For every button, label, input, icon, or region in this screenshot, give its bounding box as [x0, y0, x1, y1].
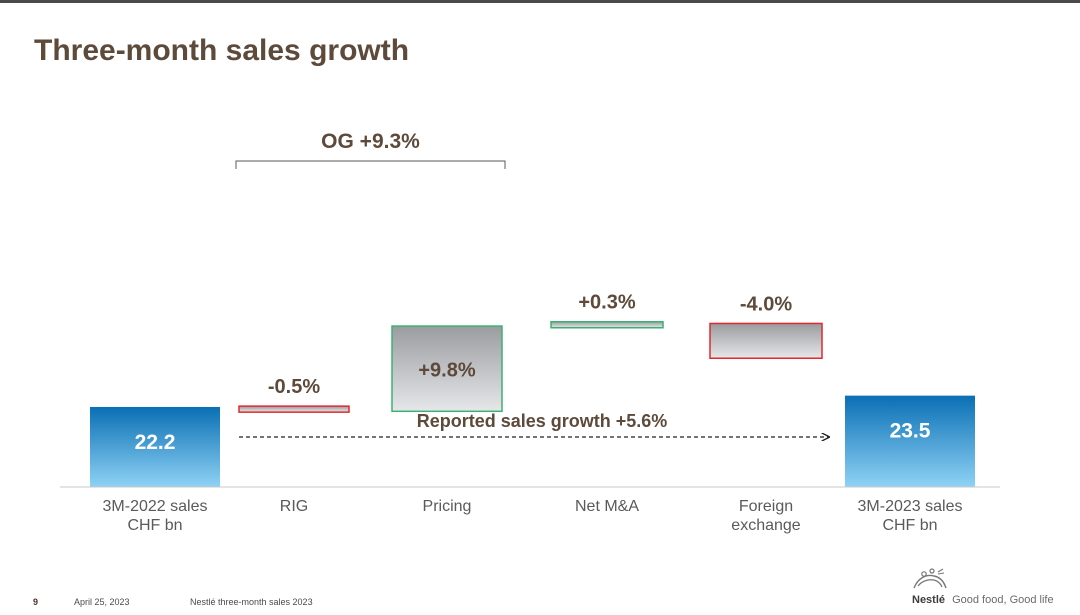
brand-tagline: Good food, Good life — [952, 594, 1054, 606]
bar-value-label-1: 22.2 — [135, 431, 176, 454]
brand-signature: Nestlé Good food, Good life — [912, 594, 1054, 606]
bar-1 — [90, 406, 220, 487]
page-number: 9 — [33, 597, 39, 607]
bar-value-label-6: 23.5 — [890, 420, 931, 443]
bar-4 — [550, 320, 664, 329]
category-label-1-line-2: CHF bn — [127, 517, 182, 534]
og-growth-label: OG +9.3% — [321, 130, 420, 153]
waterfall-chart: 22.2 3M-2022 sales CHF bn -0.5% RIG +9.8% Pric… — [60, 130, 1000, 534]
category-label-1-line-1: 3M-2022 sales — [103, 498, 208, 515]
bar-value-label-4: +0.3% — [578, 292, 635, 314]
og-bracket — [235, 160, 506, 169]
brand-name: Nestlé — [912, 594, 946, 606]
bar-2 — [238, 405, 350, 413]
nest-logo-icon — [913, 568, 947, 589]
bar-6 — [845, 395, 975, 487]
footer-date: April 25, 2023 — [74, 597, 130, 607]
bar-value-label-3: +9.8% — [418, 360, 475, 382]
category-label-3: Pricing — [423, 498, 472, 515]
reported-growth-label: Reported sales growth +5.6% — [417, 411, 668, 431]
footer-document-title: Nestlé three-month sales 2023 — [190, 597, 313, 607]
category-label-5-line-1: Foreign — [739, 498, 793, 515]
category-label-5-line-2: exchange — [731, 517, 800, 534]
bar-value-label-5: -4.0% — [740, 293, 792, 315]
category-label-6-line-2: CHF bn — [882, 517, 937, 534]
category-label-4: Net M&A — [575, 498, 639, 515]
category-label-2: RIG — [280, 498, 308, 515]
category-label-6-line-1: 3M-2023 sales — [858, 498, 963, 515]
top-border — [0, 0, 1080, 3]
bar-5 — [709, 322, 823, 359]
slide-title: Three-month sales growth — [34, 34, 410, 67]
bar-3 — [391, 325, 503, 413]
bar-value-label-2: -0.5% — [268, 376, 320, 398]
